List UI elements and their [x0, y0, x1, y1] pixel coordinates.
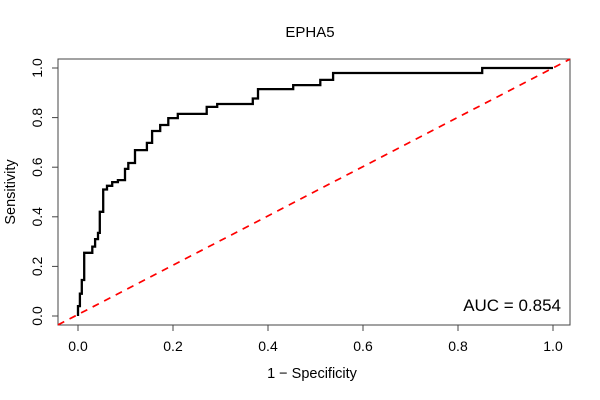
roc-curve-line [76, 66, 553, 316]
x-tick-label: 0.0 [68, 338, 88, 354]
y-axis: 0.0 0.2 0.4 0.6 0.8 1.0 [29, 58, 58, 326]
x-tick-label: 0.6 [353, 338, 373, 354]
y-tick-label: 1.0 [29, 58, 45, 78]
x-tick-label: 1.0 [543, 338, 563, 354]
y-tick-label: 0.2 [29, 256, 45, 276]
y-tick-label: 0.0 [29, 306, 45, 326]
x-tick-label: 0.2 [163, 338, 183, 354]
x-tick-label: 0.4 [258, 338, 278, 354]
auc-annotation: AUC = 0.854 [463, 296, 561, 315]
y-tick-label: 0.8 [29, 108, 45, 128]
y-axis-title: Sensitivity [3, 159, 19, 225]
chance-diagonal-line [57, 58, 571, 326]
x-axis-title: 1 − Specificity [267, 366, 358, 382]
y-tick-label: 0.6 [29, 157, 45, 177]
x-axis: 0.0 0.2 0.4 0.6 0.8 1.0 [68, 325, 563, 354]
chart-title: EPHA5 [285, 24, 334, 41]
x-tick-label: 0.8 [448, 338, 468, 354]
plot-frame [57, 58, 571, 326]
y-tick-label: 0.4 [29, 207, 45, 227]
